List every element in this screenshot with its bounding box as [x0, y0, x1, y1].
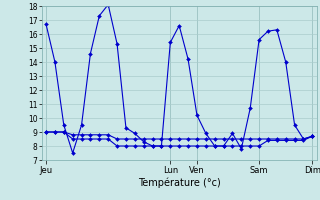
X-axis label: Température (°c): Température (°c): [138, 177, 220, 188]
